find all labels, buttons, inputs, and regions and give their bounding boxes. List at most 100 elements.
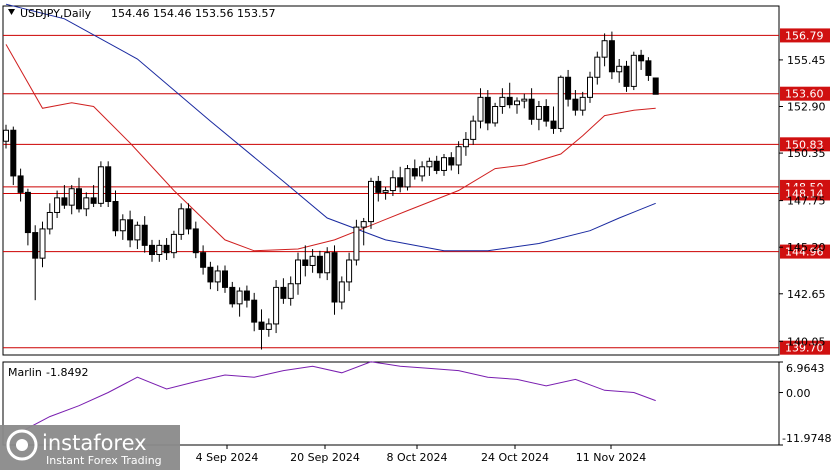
level-tag-6 xyxy=(780,340,830,355)
x-tick-label-1: 20 Sep 2024 xyxy=(290,451,360,464)
candle-body-50 xyxy=(368,180,374,223)
candle-body-1 xyxy=(10,129,17,177)
indicator-name: Marlin xyxy=(8,366,42,379)
header-triangle-icon xyxy=(8,9,15,15)
candle-body-30 xyxy=(222,270,228,288)
candle-body-61 xyxy=(448,157,455,166)
instaforex-logo: instaforex Instant Forex Trading xyxy=(0,425,180,470)
candle-body-6 xyxy=(46,211,53,230)
ohlc-label: 154.46 154.46 153.56 153.57 xyxy=(111,7,275,20)
price-axis: 155.45 152.90 150.35 147.75 145.20 142.65 140.… xyxy=(779,54,826,348)
level-tag-text-2: 150.83 xyxy=(785,138,824,151)
symbol-label: USDJPY,Daily xyxy=(20,7,92,20)
candle-body-0 xyxy=(3,129,9,142)
candle-body-34 xyxy=(251,299,258,323)
candle-body-28 xyxy=(207,266,214,283)
candle-body-44 xyxy=(324,252,331,274)
candle-body-24 xyxy=(178,208,185,235)
candle-body-77 xyxy=(565,76,572,100)
indicator-scale-mid: 0.00 xyxy=(786,387,811,400)
candle-body-57 xyxy=(419,166,426,177)
level-tag-text-6: 139.70 xyxy=(785,342,824,355)
candle-body-4 xyxy=(32,232,39,259)
oscillator-line xyxy=(20,361,656,433)
y-tick-label-0: 155.45 xyxy=(787,54,826,67)
x-tick-label-2: 8 Oct 2024 xyxy=(386,451,447,464)
candle-body-85 xyxy=(623,65,630,87)
candle-body-26 xyxy=(192,228,199,254)
level-price-tags: 156.79153.60150.83148.50148.14144.96139.… xyxy=(780,28,830,355)
candle-body-76 xyxy=(557,76,564,129)
candle-body-13 xyxy=(97,166,104,204)
candle-body-2 xyxy=(17,175,24,193)
logo-emblem-core-icon xyxy=(16,439,28,451)
candle-body-65 xyxy=(477,96,484,122)
candle-body-47 xyxy=(346,259,353,283)
candle-body-48 xyxy=(353,226,360,261)
candle-body-25 xyxy=(185,208,192,230)
candle-body-43 xyxy=(316,255,323,274)
candle-body-68 xyxy=(499,96,506,107)
candle-body-14 xyxy=(105,166,112,203)
candle-body-87 xyxy=(638,54,645,62)
candle-body-71 xyxy=(521,98,528,102)
candle-body-59 xyxy=(433,160,440,171)
candle-body-35 xyxy=(258,321,265,330)
candle-body-86 xyxy=(630,54,637,87)
candle-body-74 xyxy=(543,105,550,122)
x-tick-label-0: 4 Sep 2024 xyxy=(196,451,259,464)
candle-body-53 xyxy=(389,177,396,192)
candle-body-83 xyxy=(608,40,615,73)
indicator-value: -1.8492 xyxy=(46,366,88,379)
candle-body-31 xyxy=(229,286,236,305)
horizontal-levels xyxy=(3,34,779,349)
candle-body-33 xyxy=(243,290,250,301)
candle-body-82 xyxy=(601,40,608,58)
candlesticks xyxy=(3,31,659,350)
y-tick-label-2: 150.35 xyxy=(787,147,826,160)
logo-tagline: Instant Forex Trading xyxy=(46,454,162,467)
ma-long-line xyxy=(5,3,656,252)
candle-body-80 xyxy=(587,76,593,98)
candle-body-41 xyxy=(302,259,309,266)
candle-body-38 xyxy=(280,286,287,299)
candle-body-75 xyxy=(550,120,557,129)
candle-body-3 xyxy=(24,191,31,234)
candle-body-40 xyxy=(295,259,301,285)
candle-body-72 xyxy=(528,98,535,120)
candle-body-81 xyxy=(594,56,601,78)
x-tick-label-4: 11 Nov 2024 xyxy=(576,451,646,464)
logo-name: instaforex xyxy=(42,431,147,455)
level-tag-text-4: 148.14 xyxy=(785,187,824,200)
y-tick-label-5: 142.65 xyxy=(787,288,826,301)
candle-body-36 xyxy=(265,323,272,330)
candle-body-42 xyxy=(309,255,316,266)
candle-body-15 xyxy=(112,201,119,232)
indicator-scale-bottom: -11.9748 xyxy=(782,432,831,445)
candle-body-52 xyxy=(382,190,389,193)
candle-body-21 xyxy=(156,244,163,256)
level-tag-0 xyxy=(780,28,830,43)
candle-body-79 xyxy=(579,96,586,111)
candle-body-60 xyxy=(441,157,447,171)
candle-body-8 xyxy=(61,197,68,206)
candle-body-66 xyxy=(484,96,491,124)
level-tag-text-0: 156.79 xyxy=(785,29,824,42)
candle-body-7 xyxy=(54,197,61,213)
x-tick-label-3: 24 Oct 2024 xyxy=(481,451,549,464)
level-tag-text-5: 144.96 xyxy=(785,246,824,259)
level-tag-text-1: 153.60 xyxy=(785,88,824,101)
level-tag-2 xyxy=(780,137,830,152)
y-tick-label-3: 147.75 xyxy=(787,195,826,208)
candle-body-23 xyxy=(170,233,177,254)
candle-body-51 xyxy=(375,180,382,193)
candle-body-62 xyxy=(455,146,462,166)
time-axis: 4 Sep 2024 20 Sep 2024 8 Oct 2024 24 Oct 20… xyxy=(196,445,646,464)
candle-body-37 xyxy=(273,286,280,325)
oscillator-pane xyxy=(20,361,783,446)
candle-body-84 xyxy=(616,65,623,73)
candle-body-70 xyxy=(514,100,520,106)
chart-header: USDJPY,Daily 154.46 154.46 153.56 153.57 xyxy=(8,7,275,20)
candle-body-12 xyxy=(90,197,97,204)
candle-body-9 xyxy=(68,188,75,206)
